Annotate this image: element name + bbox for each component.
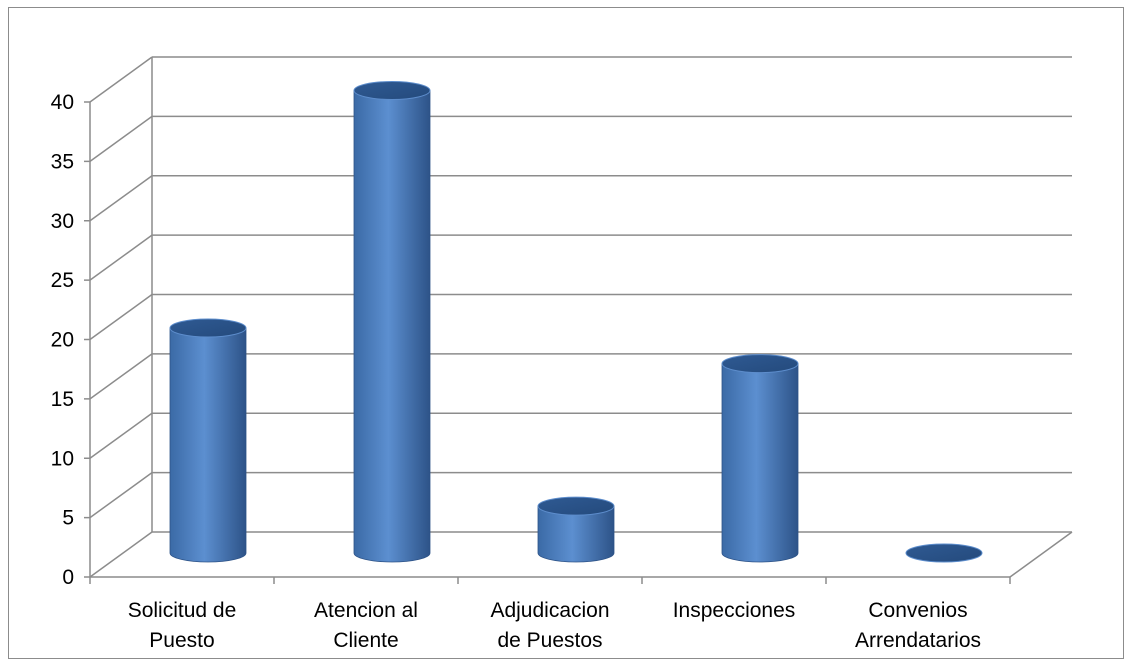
bar-3 <box>721 354 799 563</box>
y-tick-label-1: 5 <box>62 507 74 530</box>
bar-body-2 <box>537 505 615 563</box>
gridline-side-3 <box>89 353 153 400</box>
gridline-side-6 <box>89 175 153 222</box>
x-tick-label-4-0: Convenios <box>868 599 967 622</box>
labels-layer: 0 5 10 15 20 25 30 35 40 Solicitud de Puesto Atenci… <box>51 91 981 652</box>
gridline-side-1 <box>89 472 153 519</box>
grid-layer <box>89 56 1072 578</box>
bar-0 <box>169 318 247 563</box>
bar-top-1 <box>353 81 431 100</box>
bar-1 <box>353 81 431 563</box>
gridline-side-7 <box>89 115 153 162</box>
bar-top-0 <box>169 318 247 338</box>
y-tick-label-2: 10 <box>51 447 74 470</box>
y-tick-label-7: 35 <box>51 150 74 173</box>
bar-2 <box>537 496 615 563</box>
x-tick-label-0-0: Solicitud de <box>128 599 237 622</box>
gridline-side-0 <box>89 531 153 578</box>
floor-right-edge <box>1009 531 1073 578</box>
bar-top-4 <box>905 543 983 563</box>
gridline-side-8 <box>89 56 153 103</box>
gridline-side-2 <box>89 412 153 459</box>
bar-top-3 <box>721 354 799 374</box>
x-tick-label-2-1: de Puestos <box>497 629 602 652</box>
bar-body-1 <box>353 90 431 563</box>
x-tick-label-4-1: Arrendatarios <box>855 629 981 652</box>
y-tick-label-8: 40 <box>51 91 74 114</box>
x-tick-label-0-1: Puesto <box>149 629 214 652</box>
bar-top-2 <box>537 496 615 516</box>
gridline-side-5 <box>89 234 153 281</box>
x-tick-label-2-0: Adjudicacion <box>490 599 609 622</box>
y-tick-label-6: 30 <box>51 210 74 233</box>
y-tick-label-0: 0 <box>62 566 74 589</box>
gridline-side-4 <box>89 293 153 341</box>
bar-4 <box>905 543 983 563</box>
y-tick-label-5: 25 <box>51 269 74 292</box>
x-tick-label-1-0: Atencion al <box>314 599 418 622</box>
bars-layer <box>169 81 983 563</box>
bar-body-3 <box>721 363 799 563</box>
y-tick-label-3: 15 <box>51 388 74 411</box>
y-tick-label-4: 20 <box>51 329 74 352</box>
x-tick-label-1-1: Cliente <box>333 629 398 652</box>
x-tick-label-3-0: Inspecciones <box>673 599 796 622</box>
bar-body-0 <box>169 327 247 563</box>
